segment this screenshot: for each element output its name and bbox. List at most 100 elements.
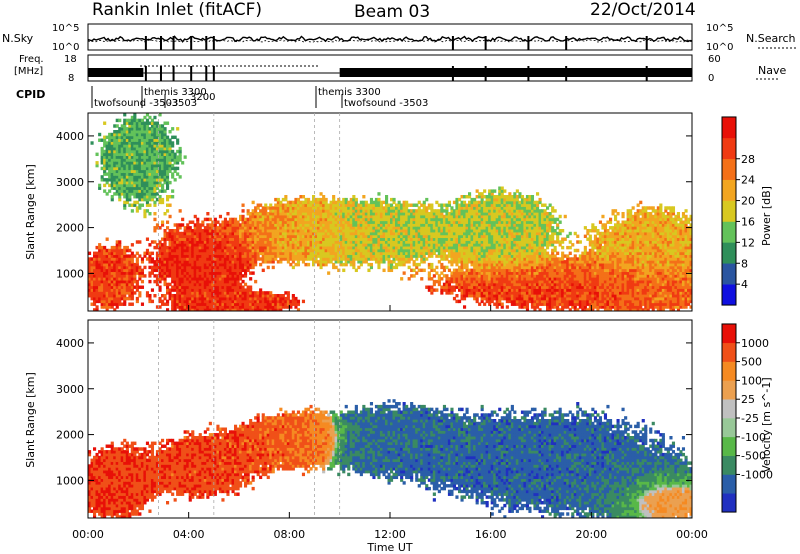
heatmap-cell (473, 265, 477, 270)
heatmap-cell (465, 212, 469, 216)
heatmap-cell (100, 158, 104, 162)
heatmap-cell (231, 299, 235, 304)
heatmap-cell (405, 234, 409, 239)
heatmap-cell (354, 203, 358, 207)
heatmap-cell (115, 144, 119, 148)
heatmap-cell (422, 203, 426, 207)
heatmap-cell (259, 296, 263, 301)
heatmap-cell (415, 243, 419, 247)
heatmap-cell (118, 240, 122, 244)
heatmap-cell (148, 152, 152, 157)
heatmap-cell (291, 237, 295, 241)
heatmap-cell (241, 274, 245, 278)
heatmap-cell (110, 161, 114, 165)
heatmap-cell (198, 260, 202, 264)
heatmap-cell (251, 243, 255, 247)
heatmap-cell (432, 282, 436, 287)
heatmap-cell (130, 265, 134, 270)
heatmap-cell (120, 268, 124, 273)
heatmap-cell (334, 214, 338, 219)
heatmap-cell (218, 265, 223, 270)
heatmap-cell (440, 271, 444, 275)
heatmap-cell (480, 257, 484, 261)
heatmap-cell (289, 200, 293, 205)
heatmap-cell (312, 234, 316, 239)
heatmap-cell (410, 268, 414, 273)
heatmap-cell (269, 206, 273, 210)
heatmap-cell (211, 265, 215, 270)
heatmap-cell (412, 243, 416, 247)
heatmap-cell (289, 223, 293, 227)
heatmap-cell (191, 296, 195, 301)
heatmap-cell (493, 274, 497, 278)
heatmap-cell (294, 237, 298, 241)
heatmap-cell (120, 260, 124, 264)
heatmap-cell (221, 268, 225, 273)
heatmap-cell (153, 132, 157, 137)
heatmap-cell (259, 248, 263, 253)
heatmap-cell (218, 299, 223, 304)
heatmap-cell (259, 257, 263, 261)
heatmap-cell (301, 231, 306, 236)
heatmap-cell (488, 248, 492, 253)
heatmap-cell (279, 254, 283, 258)
heatmap-cell (213, 231, 217, 236)
heatmap-cell (125, 282, 129, 287)
heatmap-cell (354, 220, 358, 224)
heatmap-cell (168, 254, 172, 258)
heatmap-cell (123, 200, 127, 205)
heatmap-cell (470, 279, 474, 284)
heatmap-cell (138, 189, 142, 193)
heatmap-cell (218, 282, 223, 287)
heatmap-cell (143, 251, 147, 256)
heatmap-cell (309, 223, 313, 227)
heatmap-cell (420, 231, 424, 236)
heatmap-cell (133, 186, 137, 190)
heatmap-cell (120, 180, 124, 185)
heatmap-cell (103, 274, 107, 278)
heatmap-cell (226, 285, 230, 289)
heatmap-cell (291, 214, 295, 219)
heatmap-cell (425, 206, 429, 210)
heatmap-cell (347, 220, 351, 224)
heatmap-cell (150, 135, 155, 140)
heatmap-cell (473, 245, 477, 250)
heatmap-cell (133, 277, 137, 281)
heatmap-cell (88, 288, 92, 292)
heatmap-cell (234, 229, 238, 233)
heatmap-cell (420, 248, 424, 253)
heatmap-cell (125, 132, 129, 137)
heatmap-cell (128, 260, 132, 264)
heatmap-cell (480, 279, 484, 284)
heatmap-cell (427, 229, 431, 233)
heatmap-cell (495, 251, 499, 256)
heatmap-cell (128, 124, 132, 128)
heatmap-cell (223, 240, 228, 244)
heatmap-cell (145, 163, 150, 168)
heatmap-cell (276, 206, 280, 210)
heatmap-cell (402, 229, 406, 233)
heatmap-cell (437, 260, 441, 264)
heatmap-cell (450, 262, 454, 267)
heatmap-cell (447, 291, 452, 295)
heatmap-cell (364, 214, 368, 219)
heatmap-cell (286, 291, 290, 295)
heatmap-cell (213, 223, 217, 227)
heatmap-cell (198, 279, 202, 284)
heatmap-cell (115, 274, 119, 278)
heatmap-cell (226, 260, 230, 264)
heatmap-cell (176, 237, 180, 241)
heatmap-cell (412, 274, 416, 278)
heatmap-cell (130, 146, 134, 151)
heatmap-cell (181, 279, 185, 284)
heatmap-cell (374, 245, 379, 250)
heatmap-cell (241, 268, 245, 273)
heatmap-cell (478, 209, 482, 213)
heatmap-cell (128, 285, 132, 289)
heatmap-cell (488, 265, 492, 270)
heatmap-cell (118, 299, 122, 304)
heatmap-cell (203, 260, 207, 264)
heatmap-cell (447, 260, 452, 264)
heatmap-cell (387, 265, 391, 270)
heatmap-cell (234, 240, 238, 244)
